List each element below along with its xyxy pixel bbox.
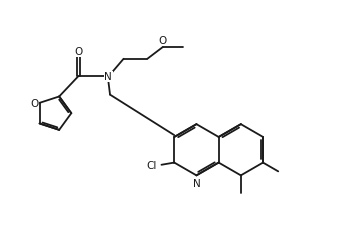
Text: Cl: Cl	[146, 161, 157, 171]
Text: N: N	[104, 72, 112, 82]
Text: O: O	[74, 47, 82, 57]
Text: O: O	[158, 36, 167, 46]
Text: O: O	[30, 98, 38, 108]
Text: N: N	[193, 178, 200, 188]
